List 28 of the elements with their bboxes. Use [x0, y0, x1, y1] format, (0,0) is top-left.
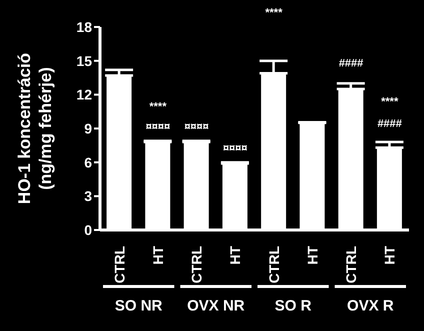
annotation: ¤¤¤¤ — [222, 142, 248, 154]
x-tick-label: HT — [150, 246, 166, 265]
x-tick-label: CTRL — [111, 246, 128, 284]
text: OVX R — [347, 298, 394, 314]
annotation: #### — [338, 57, 364, 70]
y-tick-label: 6 — [84, 154, 92, 170]
x-tick-label: CTRL — [266, 246, 282, 284]
annotation: ¤¤¤¤ — [146, 120, 170, 133]
x-tick-label: HT — [227, 246, 244, 265]
annotation: #### — [377, 118, 402, 130]
y-axis-title: HO-1 koncentráció (ng/mg fehérje) — [15, 52, 55, 204]
y-tick-label: 0 — [84, 222, 92, 238]
y-tick-label: 9 — [84, 120, 92, 136]
y-tick-label: 3 — [84, 188, 92, 204]
text: **** — [265, 6, 284, 19]
y-tick-label: 18 — [76, 18, 92, 35]
annotation: **** — [381, 96, 399, 108]
y-tick-label: 12 — [76, 86, 92, 103]
text: SO NR — [114, 298, 163, 314]
text: SO R — [274, 298, 312, 314]
y-tick-label: 15 — [76, 52, 92, 69]
annotation: **** — [149, 100, 168, 113]
text: OVX NR — [187, 298, 245, 314]
annotation: ¤¤¤¤ — [184, 120, 209, 133]
x-tick-label: CTRL — [188, 246, 205, 284]
x-tick-label: CTRL — [343, 246, 360, 284]
x-tick-label: HT — [382, 246, 398, 265]
x-tick-label: HT — [304, 246, 320, 265]
